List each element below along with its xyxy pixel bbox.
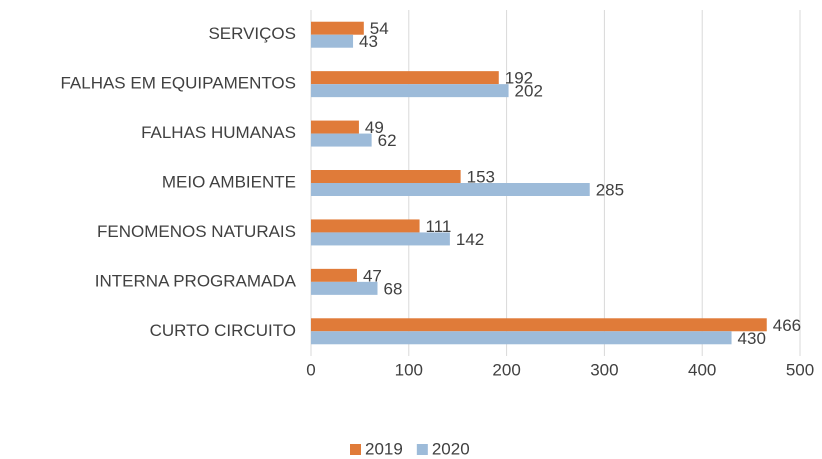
legend-label: 2019: [365, 439, 403, 458]
data-label: 192: [505, 69, 533, 88]
data-label: 62: [378, 131, 397, 150]
data-label: 54: [370, 19, 389, 38]
bar: [311, 120, 359, 134]
bar: [311, 318, 767, 332]
bar: [311, 183, 590, 196]
bar: [311, 21, 364, 35]
data-label: 466: [773, 316, 801, 335]
legend-label: 2020: [432, 439, 470, 458]
y-tick-label: FALHAS HUMANAS: [141, 123, 296, 142]
bar: [311, 133, 372, 147]
x-tick-label: 300: [590, 360, 618, 379]
data-label: 285: [596, 180, 624, 199]
bar: [311, 219, 420, 233]
x-tick-label: 500: [786, 360, 814, 379]
bar: [311, 281, 378, 295]
bar: [311, 232, 450, 246]
bar: [311, 34, 354, 48]
y-tick-label: CURTO CIRCUITO: [150, 321, 296, 340]
bar: [311, 71, 499, 85]
x-tick-label: 400: [688, 360, 716, 379]
bar: [311, 268, 357, 282]
y-tick-label: INTERNA PROGRAMADA: [95, 271, 297, 290]
data-label: 68: [384, 279, 403, 298]
data-label: 43: [359, 32, 378, 51]
y-tick-label: FALHAS EM EQUIPAMENTOS: [60, 74, 296, 93]
y-tick-label: MEIO AMBIENTE: [162, 172, 296, 191]
data-label: 202: [515, 82, 543, 101]
x-tick-label: 200: [492, 360, 520, 379]
data-label: 142: [456, 230, 484, 249]
x-tick-label: 100: [395, 360, 423, 379]
legend-swatch: [416, 444, 428, 455]
bar: [311, 170, 461, 183]
y-tick-label: FENOMENOS NATURAIS: [97, 222, 296, 241]
data-label: 153: [467, 167, 495, 186]
bar: [311, 84, 509, 98]
x-tick-label: 0: [306, 360, 315, 379]
bar: [311, 331, 732, 345]
legend-swatch: [350, 444, 361, 455]
data-label: 111: [426, 217, 452, 236]
data-label: 430: [738, 329, 766, 348]
data-label: 47: [363, 266, 382, 285]
y-tick-label: SERVIÇOS: [208, 24, 296, 43]
data-label: 49: [365, 118, 384, 137]
